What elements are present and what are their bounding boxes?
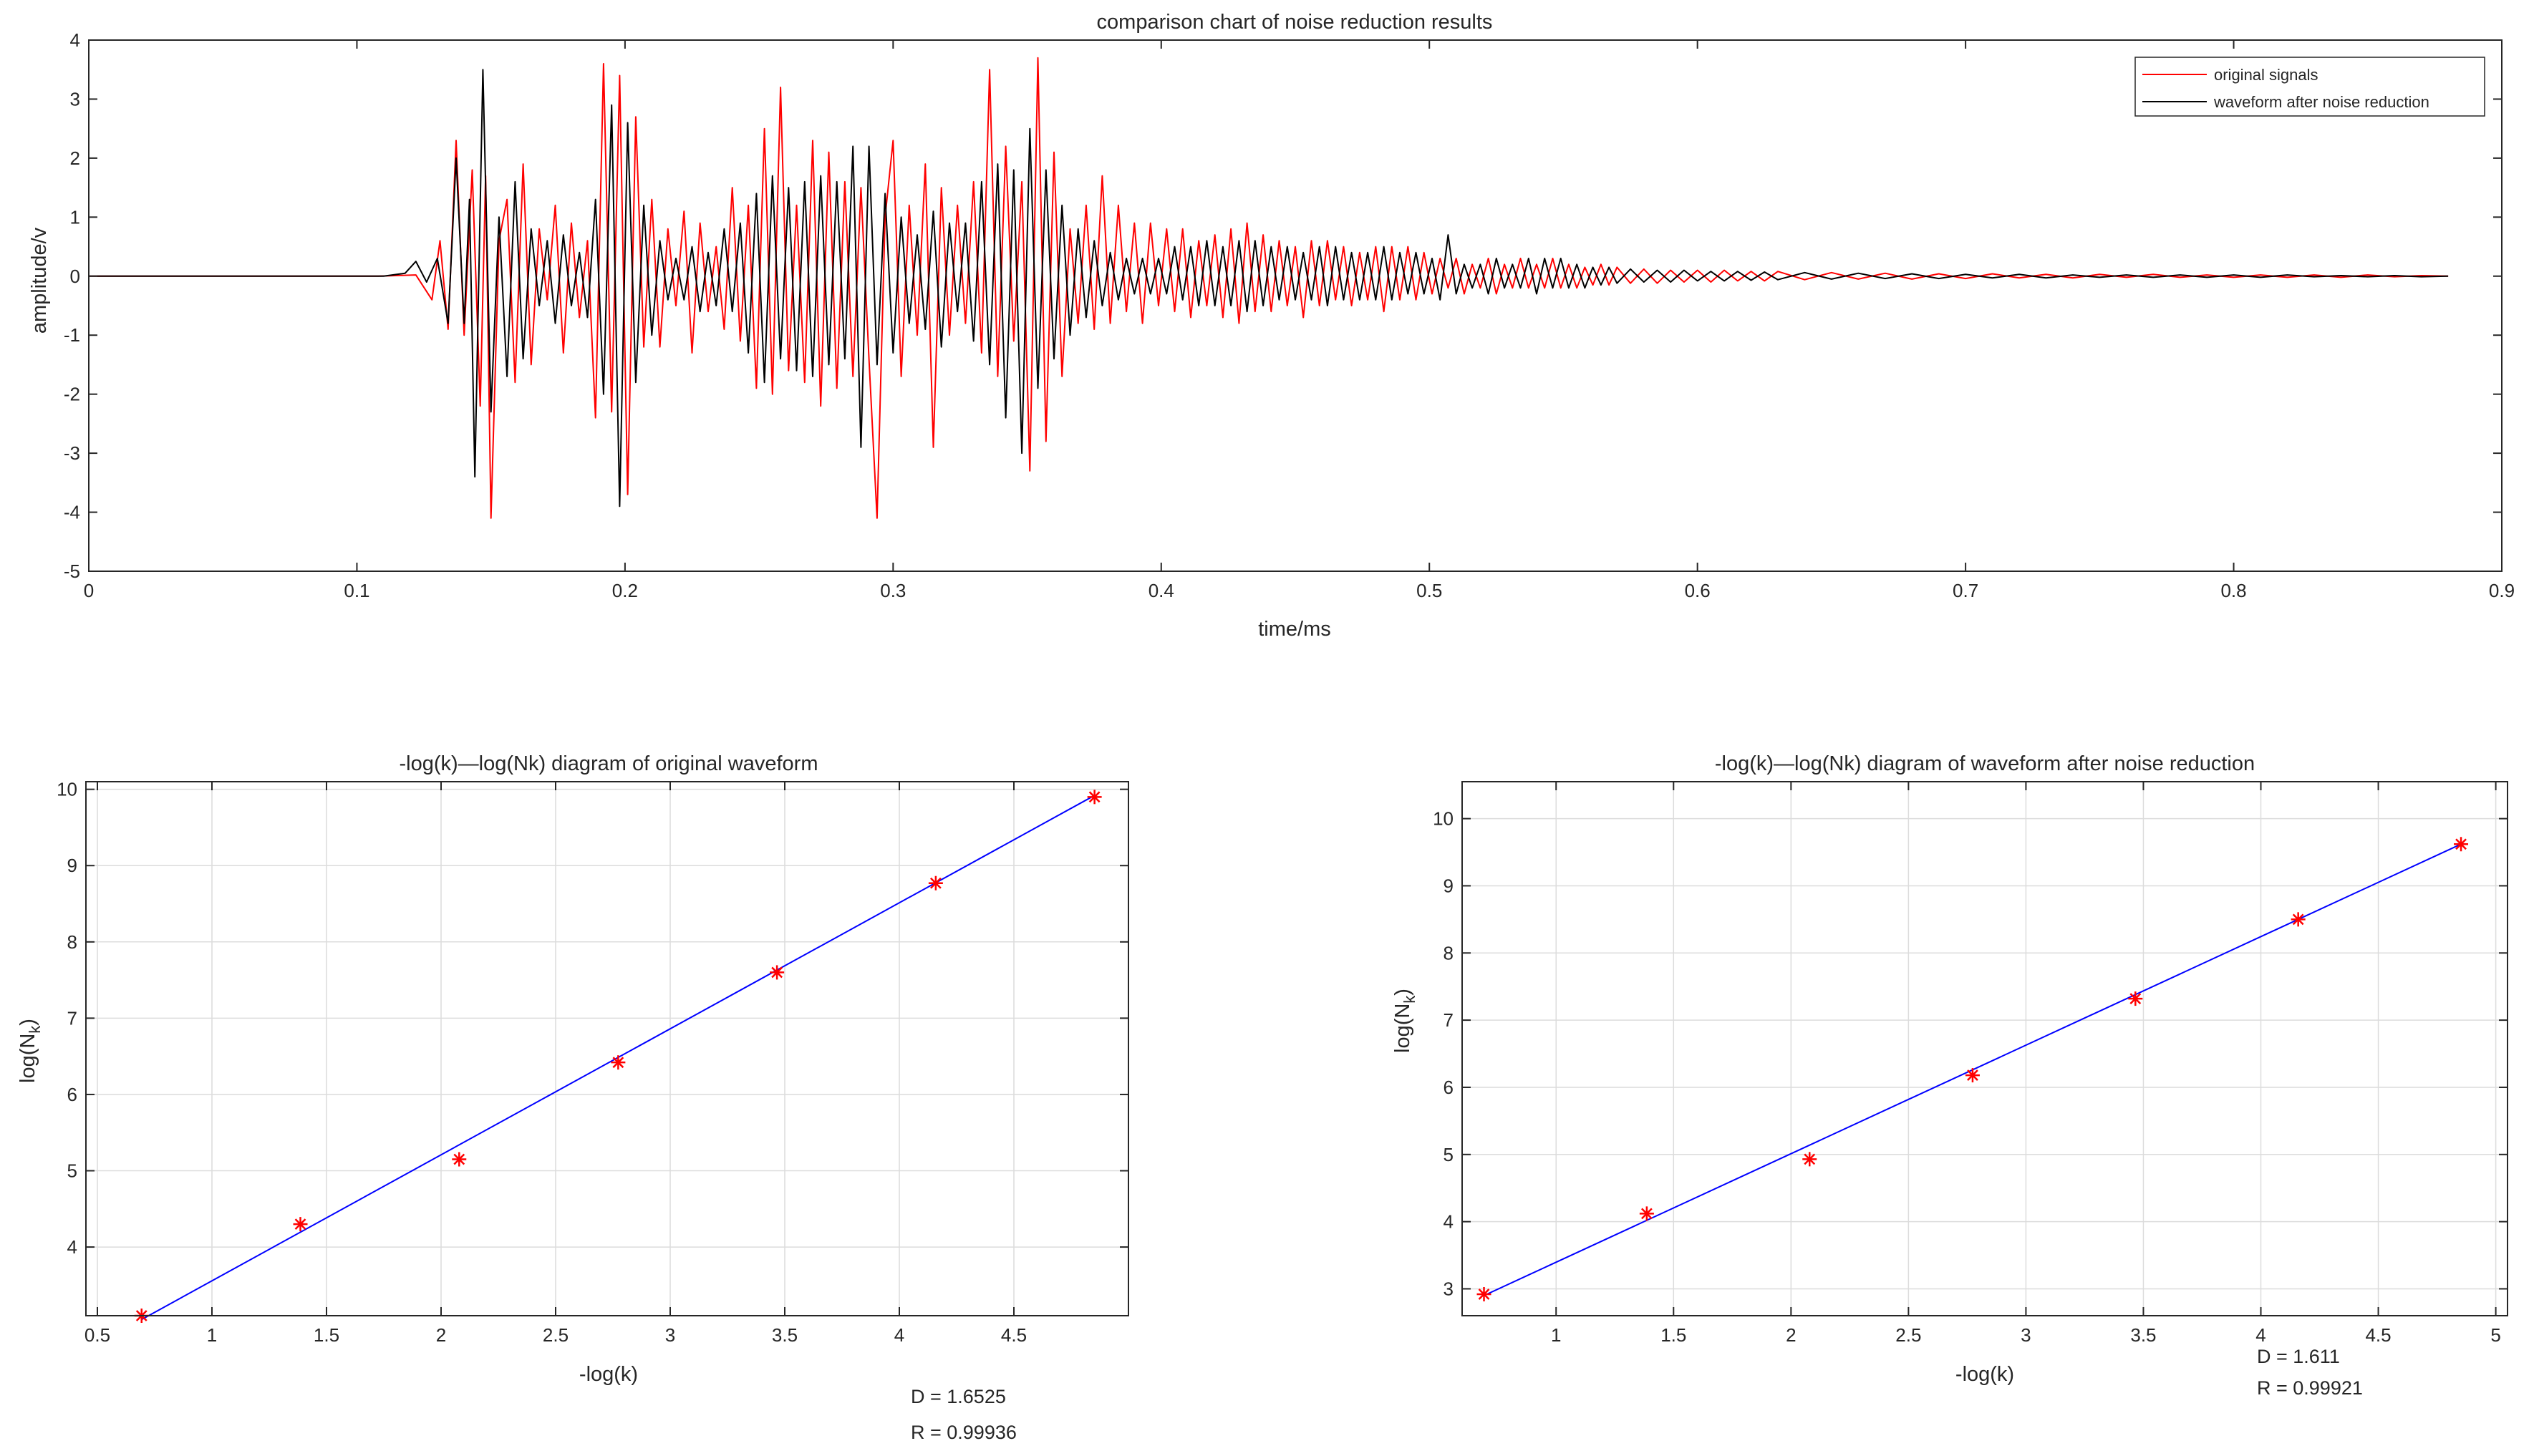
x-tick-label: 0 [84,580,94,601]
x-tick-label: 4.5 [2365,1324,2391,1346]
data-point [1087,790,1102,805]
x-tick-label: 0.8 [2220,580,2246,601]
original-waveform-loglog-chart: -log(k)—log(Nk) diagram of original wave… [16,752,1129,1443]
waveform-comparison-chart: comparison chart of noise reduction resu… [28,11,2515,641]
y-tick-label: 6 [1444,1077,1454,1098]
y-axis-label-sub: k [1401,995,1418,1004]
legend-label-denoised: waveform after noise reduction [2213,93,2429,111]
data-point [1639,1206,1654,1221]
x-tick-label: 2 [436,1324,446,1346]
y-axis-label: log(Nk) [1391,989,1418,1053]
y-axis-label-main: log(N [16,1034,39,1083]
data-point [611,1055,626,1070]
y-tick-label: 8 [1444,942,1454,964]
x-tick-label: 0.3 [880,580,906,601]
x-tick-label: 3.5 [772,1324,798,1346]
y-tick-label: 4 [1444,1211,1454,1233]
x-tick-label: 2.5 [543,1324,569,1346]
denoised-waveform-loglog-chart: -log(k)—log(Nk) diagram of waveform afte… [1391,752,2508,1399]
x-tick-label: 0.9 [2489,580,2515,601]
legend-box [2134,57,2485,117]
data-point [928,875,943,890]
y-axis-label: log(Nk) [16,1019,44,1083]
y-tick-label: 9 [67,855,77,876]
y-tick-label: -2 [64,384,80,405]
y-tick-label: 9 [1444,875,1454,896]
data-point [1965,1068,1980,1083]
y-tick-label: 1 [70,206,80,228]
y-tick-label: 10 [57,779,77,800]
x-axis-label: time/ms [1258,618,1331,641]
data-point [452,1152,467,1167]
chart-title: -log(k)—log(Nk) diagram of waveform afte… [1715,752,2255,775]
plot-frame [85,781,1129,1316]
x-tick-label: 2.5 [1895,1324,1921,1346]
x-tick-label: 3.5 [2130,1324,2156,1346]
y-tick-label: 4 [67,1236,77,1258]
legend: original signals waveform after noise re… [2134,57,2485,117]
x-tick-label: 0.4 [1149,580,1174,601]
y-tick-label: 2 [70,147,80,169]
y-tick-label: 8 [67,931,77,953]
data-point [293,1217,308,1232]
y-tick-label: -5 [64,560,80,582]
x-tick-label: 4.5 [1001,1324,1027,1346]
correlation-value: R = 0.99921 [2257,1377,2363,1399]
y-tick-label: -4 [64,502,80,523]
chart-title: comparison chart of noise reduction resu… [1097,11,1493,34]
y-axis-label-close: ) [1391,989,1414,996]
y-tick-label: 0 [70,266,80,287]
x-tick-label: 1.5 [314,1324,339,1346]
y-tick-label: 6 [67,1084,77,1105]
x-tick-label: 4 [2255,1324,2266,1346]
x-tick-label: 0.5 [1416,580,1442,601]
y-axis-label-main: log(N [1391,1004,1414,1053]
x-tick-label: 0.6 [1685,580,1711,601]
series-line-denoised-waveform [89,69,2449,508]
dimension-value: D = 1.611 [2257,1346,2340,1367]
x-tick-label: 0.7 [1953,580,1978,601]
x-tick-label: 4 [894,1324,904,1346]
y-tick-label: 10 [1433,808,1454,830]
y-axis-label-sub: k [26,1025,44,1034]
data-point [1476,1286,1491,1301]
data-point [770,965,785,980]
x-tick-label: 2 [1786,1324,1796,1346]
x-tick-label: 1 [207,1324,217,1346]
data-point [2454,837,2469,852]
y-tick-label: 5 [1444,1144,1454,1165]
y-tick-label: 4 [70,29,80,51]
x-tick-label: 3 [2021,1324,2031,1346]
x-tick-label: 3 [665,1324,675,1346]
x-axis-label: -log(k) [1955,1363,2014,1386]
y-axis-label-close: ) [16,1019,39,1026]
series-line-original-signals [89,57,2449,519]
plot-frame [1461,781,2508,1316]
x-tick-label: 0.5 [84,1324,110,1346]
x-tick-label: 5 [2490,1324,2500,1346]
dimension-value: D = 1.6525 [911,1386,1006,1407]
legend-label-original: original signals [2214,66,2318,84]
y-tick-label: 3 [1444,1278,1454,1299]
data-point [2291,912,2306,927]
plot-frame [88,39,2503,572]
y-tick-label: -3 [64,442,80,464]
data-point [2128,991,2143,1006]
x-tick-label: 0.2 [612,580,638,601]
y-tick-label: 3 [70,88,80,110]
x-tick-label: 1 [1551,1324,1561,1346]
y-tick-label: 7 [67,1007,77,1029]
x-tick-label: 0.1 [344,580,369,601]
y-tick-label: -1 [64,324,80,346]
y-axis-label: amplitude/v [28,227,51,334]
y-tick-label: 5 [67,1160,77,1182]
chart-title: -log(k)—log(Nk) diagram of original wave… [399,752,818,775]
correlation-value: R = 0.99936 [911,1422,1017,1443]
y-tick-label: 7 [1444,1009,1454,1031]
x-tick-label: 1.5 [1660,1324,1686,1346]
x-axis-label: -log(k) [579,1363,638,1386]
data-point [1802,1152,1817,1167]
